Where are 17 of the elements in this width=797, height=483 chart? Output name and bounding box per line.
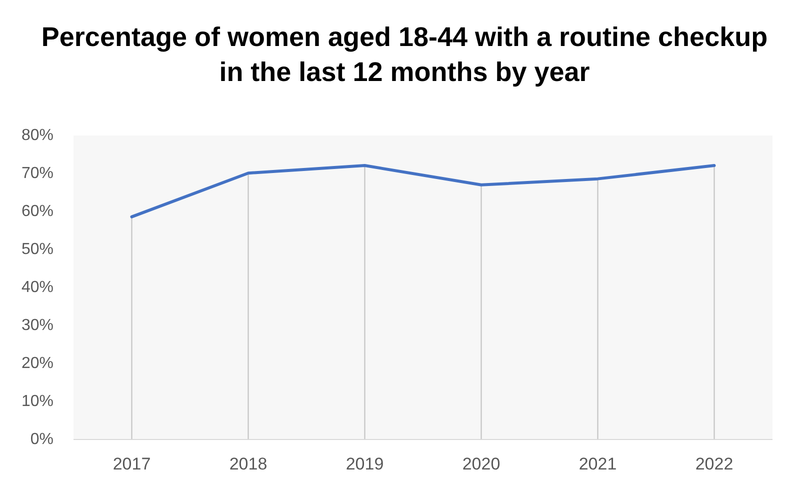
y-tick-label: 80%: [21, 127, 54, 144]
y-tick-label: 20%: [21, 355, 54, 372]
y-tick-label: 40%: [21, 279, 54, 296]
chart-title: Percentage of women aged 18-44 with a routine checkup in the last 12 months by year: [40, 21, 769, 89]
line-series: [130, 164, 716, 218]
y-tick-label: 50%: [21, 241, 54, 258]
y-tick-label: 30%: [21, 317, 54, 334]
x-tick-label: 2018: [229, 454, 268, 474]
y-tick-label: 70%: [21, 165, 54, 182]
y-tick-label: 0%: [30, 431, 54, 448]
x-tick-label: 2019: [346, 454, 384, 474]
x-tick-label: 2021: [578, 454, 617, 474]
x-tick-label: 2022: [695, 454, 734, 474]
x-tick-label: 2017: [112, 454, 151, 474]
x-tick-label: 2020: [462, 454, 500, 474]
y-tick-label: 10%: [21, 393, 54, 410]
y-tick-label: 60%: [21, 203, 54, 220]
